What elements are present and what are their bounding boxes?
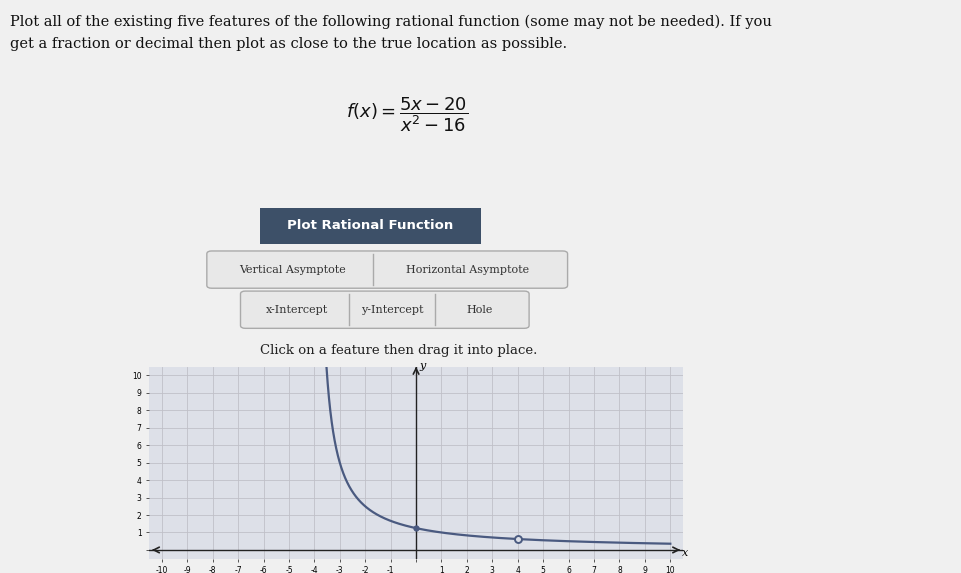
Text: $f(x) = \dfrac{5x-20}{x^2-16}$: $f(x) = \dfrac{5x-20}{x^2-16}$	[346, 95, 468, 134]
Text: Plot Rational Function: Plot Rational Function	[287, 219, 453, 232]
Text: x-Intercept: x-Intercept	[265, 305, 328, 315]
Text: get a fraction or decimal then plot as close to the true location as possible.: get a fraction or decimal then plot as c…	[10, 37, 566, 51]
Text: Vertical Asymptote: Vertical Asymptote	[238, 265, 345, 274]
Text: x: x	[681, 548, 688, 558]
Text: Hole: Hole	[466, 305, 492, 315]
Text: Plot all of the existing five features of the following rational function (some : Plot all of the existing five features o…	[10, 14, 771, 29]
Text: Horizontal Asymptote: Horizontal Asymptote	[406, 265, 529, 274]
Text: y: y	[419, 361, 425, 371]
Text: y-Intercept: y-Intercept	[360, 305, 423, 315]
Text: Click on a feature then drag it into place.: Click on a feature then drag it into pla…	[259, 344, 536, 357]
